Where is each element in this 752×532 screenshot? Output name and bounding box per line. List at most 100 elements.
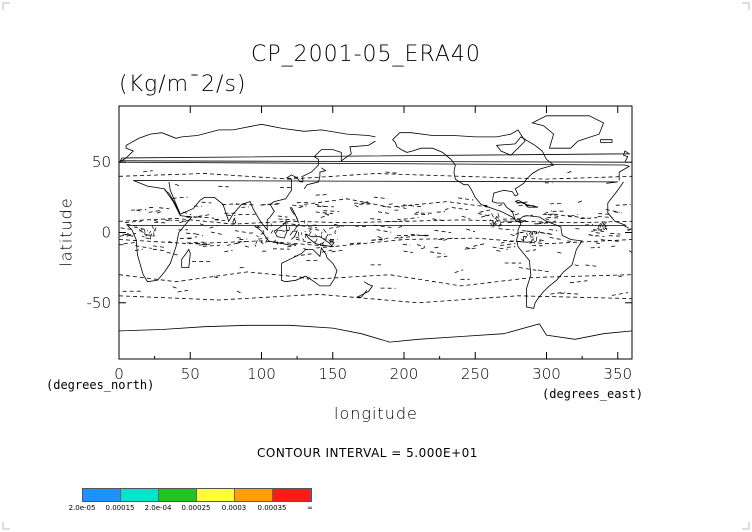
- contour-line-solid: [257, 226, 259, 229]
- contour-line: [119, 237, 632, 248]
- contour-line: [153, 245, 167, 248]
- contour-line-solid: [275, 229, 279, 233]
- contour-line: [277, 215, 288, 218]
- colorbar-label: ∞: [307, 504, 313, 512]
- contour-line: [436, 211, 445, 213]
- x-tick-label: 0: [114, 365, 124, 383]
- contour-line: [244, 245, 251, 248]
- contour-line-solid: [334, 229, 337, 233]
- contour-line: [584, 224, 593, 226]
- coastline: [119, 123, 631, 181]
- colorbar-label: 0.00035: [257, 504, 287, 512]
- colorbar-label: 0.00025: [181, 504, 211, 512]
- contour-line: [238, 213, 256, 216]
- contour-line: [315, 203, 326, 207]
- contour-line-solid: [498, 222, 502, 228]
- contour-line: [287, 175, 302, 180]
- contour-line: [550, 291, 566, 295]
- coastline: [126, 180, 627, 283]
- contour-line: [349, 242, 365, 244]
- contour-line: [186, 215, 200, 218]
- colorbar-label: 2.0e-04: [144, 504, 172, 512]
- contour-line: [376, 229, 392, 233]
- contour-line-solid: [294, 226, 297, 231]
- contour-line: [287, 244, 297, 248]
- contour-line: [575, 228, 581, 230]
- contour-line: [597, 216, 613, 218]
- contour-line: [179, 219, 190, 223]
- contour-line-solid: [524, 236, 527, 239]
- contour-line: [199, 223, 207, 227]
- contour-line: [590, 246, 601, 249]
- x-tick-label: 300: [532, 365, 561, 383]
- y-tick-label: -50: [87, 294, 112, 312]
- contour-line-solid: [334, 232, 337, 235]
- contour-line-solid: [492, 221, 495, 226]
- contour-line: [370, 218, 384, 221]
- contour-line: [525, 249, 537, 252]
- contour-line: [172, 196, 188, 199]
- contour-line: [164, 219, 172, 222]
- colorbar-label: 0.00015: [105, 504, 135, 512]
- contour-line-solid: [537, 230, 540, 234]
- contour-line: [124, 220, 143, 224]
- colorbar: [82, 488, 312, 502]
- contour-line-solid: [152, 225, 154, 230]
- contour-line: [557, 251, 565, 255]
- contour-line: [331, 250, 343, 253]
- contour-line: [420, 246, 429, 250]
- x-tick-label: 50: [181, 365, 200, 383]
- contour-line: [320, 214, 330, 218]
- contour-line: [168, 219, 187, 222]
- contour-line-solid: [604, 225, 607, 227]
- contour-line: [567, 240, 575, 243]
- contour-line: [432, 218, 446, 222]
- contour-line: [429, 251, 445, 255]
- chart-title: CP_2001-05_ERA40: [251, 42, 481, 67]
- contour-line: [610, 232, 621, 235]
- coastline: [119, 323, 632, 343]
- contour-line: [166, 251, 178, 256]
- contour-line: [222, 203, 238, 206]
- coastline: [392, 129, 555, 224]
- contour-line: [258, 237, 269, 240]
- contour-line: [549, 237, 562, 240]
- contour-line-solid: [528, 231, 532, 235]
- contour-line: [293, 253, 312, 257]
- contour-line: [130, 209, 147, 211]
- x-tick-label: 250: [461, 365, 490, 383]
- contour-line: [500, 241, 506, 244]
- contour-line-solid: [257, 226, 261, 228]
- contour-line-solid: [489, 223, 492, 225]
- contour-line-solid: [297, 232, 300, 237]
- contour-line: [186, 241, 205, 244]
- contour-line-solid: [526, 232, 528, 236]
- contour-line-solid: [319, 243, 322, 247]
- contour-line-solid: [496, 220, 499, 222]
- x-tick-label: 150: [318, 365, 347, 383]
- contour-line: [498, 228, 515, 231]
- chart-units: (Kg/m¯2/s): [119, 72, 247, 97]
- contour-line: [560, 292, 579, 295]
- contour-line-solid: [497, 213, 500, 218]
- contour-line: [119, 293, 632, 304]
- contour-line: [202, 244, 221, 247]
- contour-line-solid: [600, 229, 603, 231]
- contour-line: [605, 209, 621, 213]
- contour-line: [135, 245, 152, 249]
- contour-line: [298, 205, 307, 208]
- contour-line: [465, 247, 473, 250]
- contour-line: [119, 217, 632, 225]
- contour-line-solid: [256, 235, 259, 238]
- contour-line: [514, 212, 522, 216]
- contour-line-solid: [270, 229, 274, 234]
- contour-line: [148, 209, 163, 213]
- contour-line: [498, 203, 504, 206]
- contour-line-solid: [323, 228, 327, 233]
- contour-line-solid: [489, 219, 491, 222]
- contour-line: [315, 194, 329, 196]
- contour-line: [301, 225, 318, 229]
- contour-line: [506, 246, 516, 248]
- contour-line: [236, 241, 246, 244]
